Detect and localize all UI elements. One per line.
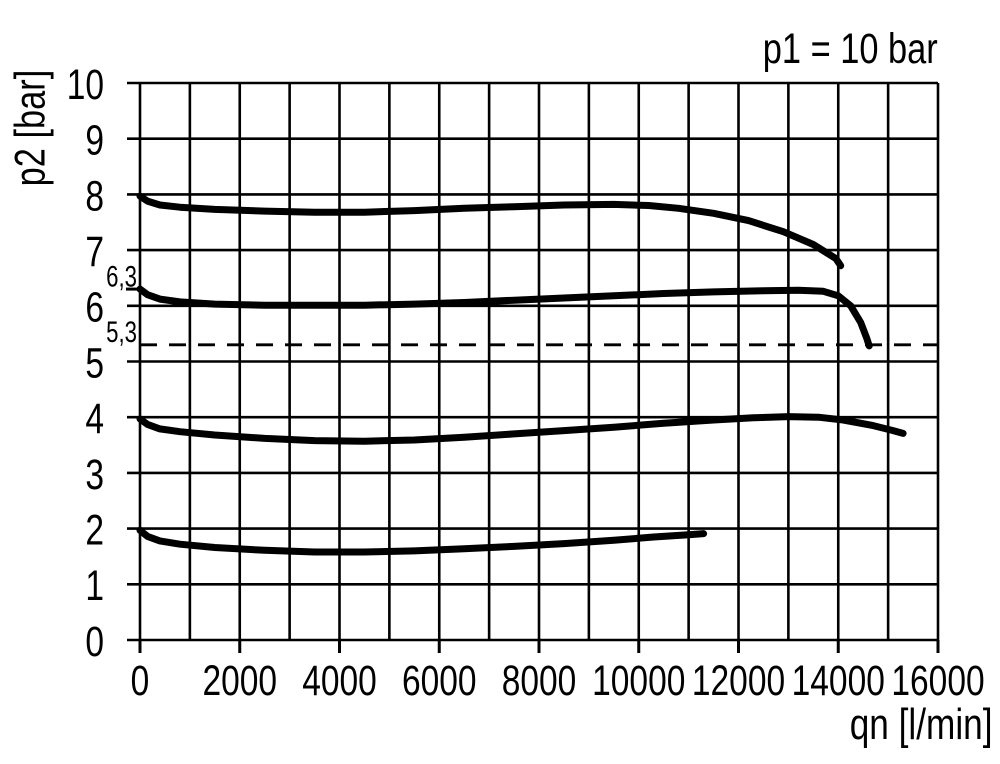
x-tick-label: 14000	[792, 657, 885, 705]
y-tick-label: 3	[85, 451, 104, 499]
x-tick-label: 16000	[891, 657, 984, 705]
x-tick-label: 8000	[502, 657, 577, 705]
y-tick-label: 9	[85, 117, 104, 165]
x-tick-label: 12000	[692, 657, 785, 705]
y-minor-tick-label: 5,3	[106, 315, 137, 349]
x-tick-label: 4000	[302, 657, 377, 705]
y-tick-label: 4	[85, 395, 104, 443]
series-curve-4	[136, 526, 708, 556]
series-curve-3	[136, 413, 907, 445]
x-axis-label: qn [l/min]	[850, 700, 993, 749]
x-tick-label: 10000	[592, 657, 685, 705]
chart-title: p1 = 10 bar	[762, 25, 938, 73]
y-tick-label: 5	[85, 340, 104, 388]
y-tick-label: 6	[85, 284, 104, 332]
x-tick-label: 2000	[202, 657, 277, 705]
y-minor-tick-label: 6,3	[106, 259, 137, 293]
series-curve-1	[136, 192, 845, 270]
y-tick-label: 8	[85, 172, 104, 220]
y-tick-label: 2	[85, 507, 104, 555]
y-tick-label: 0	[85, 618, 104, 666]
y-tick-label: 7	[85, 228, 104, 276]
x-tick-label: 6000	[402, 657, 477, 705]
y-tick-label: 10	[67, 61, 104, 109]
series-curve-2	[136, 285, 873, 350]
x-tick-label: 0	[131, 657, 150, 705]
y-tick-label: 1	[85, 562, 104, 610]
